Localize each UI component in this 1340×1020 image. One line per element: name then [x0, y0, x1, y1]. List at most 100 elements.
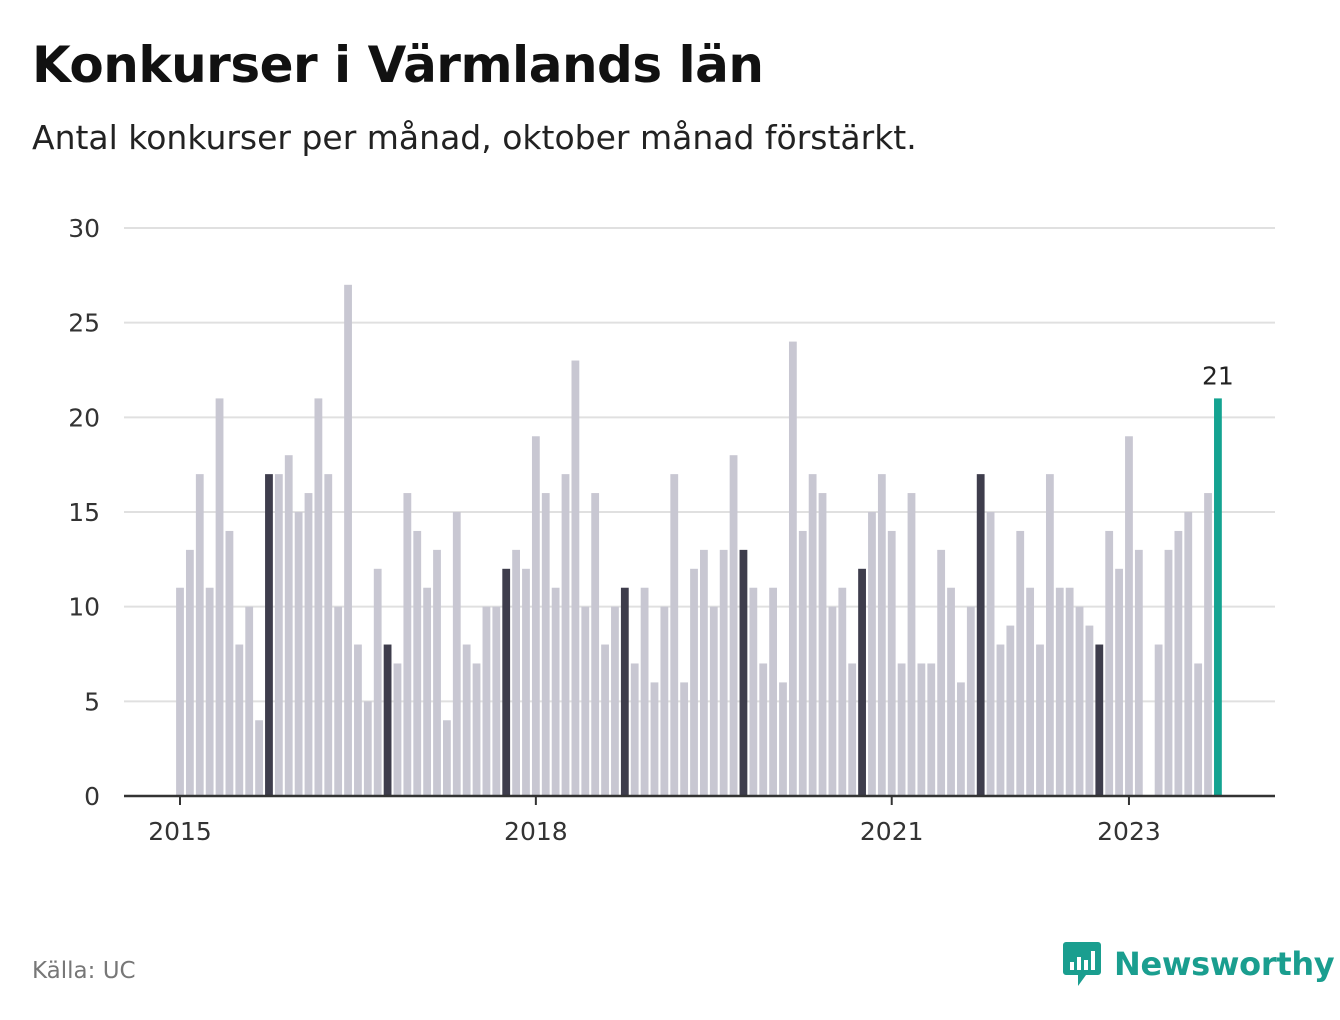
- bar: [541, 493, 550, 796]
- y-tick-label: 5: [84, 687, 100, 716]
- bar: [462, 644, 471, 796]
- newsworthy-logo-icon: [1063, 942, 1101, 986]
- bar: [1075, 606, 1084, 796]
- bar: [601, 644, 609, 796]
- bar: [877, 474, 886, 796]
- bar-october: [265, 474, 273, 796]
- bar: [719, 549, 728, 796]
- bar: [917, 663, 926, 796]
- y-tick-label: 15: [68, 498, 100, 527]
- bar: [403, 493, 412, 796]
- bar: [650, 682, 659, 796]
- bar: [482, 606, 491, 796]
- bar: [1134, 549, 1143, 796]
- bar: [363, 701, 372, 796]
- y-tick-label: 0: [84, 782, 100, 811]
- bar: [561, 474, 570, 796]
- bar: [581, 606, 590, 796]
- bar-october: [620, 587, 629, 796]
- bar: [1184, 512, 1193, 796]
- bar: [393, 663, 402, 796]
- brand-logo: Newsworthy: [1062, 940, 1335, 988]
- bar: [838, 587, 847, 796]
- chart-subtitle: Antal konkurser per månad, oktober månad…: [32, 118, 917, 157]
- bar-october: [1095, 644, 1104, 796]
- x-tick-label: 2023: [1097, 817, 1161, 846]
- axes: 0 5 10 15 20 25 30 21 2015 2018 2021 2023: [68, 214, 1275, 846]
- bar: [215, 398, 224, 796]
- bar: [1045, 474, 1054, 796]
- bar: [611, 606, 619, 796]
- latest-value-label: 21: [1202, 361, 1234, 390]
- bar: [423, 587, 432, 796]
- bar-october: [502, 568, 511, 796]
- y-tick-label: 20: [68, 403, 100, 432]
- bar: [354, 644, 362, 796]
- bar: [640, 587, 649, 796]
- bar: [512, 549, 520, 796]
- bar-october: [976, 474, 985, 796]
- bar: [235, 644, 244, 796]
- bar: [1036, 644, 1044, 796]
- bar: [442, 720, 451, 796]
- bar-october: [858, 568, 866, 796]
- brand-name: Newsworthy: [1114, 945, 1335, 983]
- bar-latest: [1214, 398, 1222, 796]
- bar: [255, 720, 263, 796]
- bar: [680, 682, 689, 796]
- bar: [966, 606, 975, 796]
- bar: [274, 474, 283, 796]
- bar: [1194, 663, 1203, 796]
- bar: [660, 606, 669, 796]
- bar: [818, 493, 827, 796]
- bar: [1016, 530, 1025, 796]
- bar: [176, 587, 184, 796]
- bar: [700, 549, 708, 796]
- bar: [1026, 587, 1035, 796]
- bar: [245, 606, 254, 796]
- bar: [927, 663, 936, 796]
- bar: [413, 530, 422, 796]
- bar: [630, 663, 639, 796]
- bar-october: [383, 644, 392, 796]
- bar: [1125, 436, 1133, 796]
- bar: [571, 360, 580, 796]
- bar: [185, 549, 194, 796]
- source-note: Källa: UC: [32, 958, 136, 984]
- bar: [1006, 625, 1015, 796]
- bar: [759, 663, 768, 796]
- bar: [205, 587, 214, 796]
- y-tick-label: 10: [68, 593, 100, 622]
- bar: [314, 398, 323, 796]
- bar: [798, 530, 807, 796]
- bar: [522, 568, 530, 796]
- bar: [749, 587, 758, 796]
- bar: [996, 644, 1005, 796]
- bar: [1105, 530, 1114, 796]
- bar: [324, 474, 333, 796]
- bar: [531, 436, 540, 796]
- bar: [690, 568, 698, 796]
- x-tick-label: 2015: [148, 817, 212, 846]
- y-tick-label: 30: [68, 214, 100, 243]
- bar: [828, 606, 837, 796]
- bar-october: [739, 549, 748, 796]
- bar: [808, 474, 817, 796]
- bar: [294, 512, 303, 796]
- bar: [709, 606, 718, 796]
- bar: [1204, 493, 1212, 796]
- bar: [334, 606, 343, 796]
- bar: [986, 512, 995, 796]
- bar: [1164, 549, 1173, 796]
- bar: [947, 587, 955, 796]
- bar: [769, 587, 777, 796]
- bar: [591, 493, 600, 796]
- chart-title: Konkurser i Värmlands län: [32, 36, 764, 94]
- bar: [729, 455, 738, 796]
- bar: [304, 493, 313, 796]
- x-tick-label: 2021: [860, 817, 924, 846]
- bar: [788, 341, 797, 796]
- bar: [1065, 587, 1074, 796]
- bar: [433, 549, 441, 796]
- bar: [284, 455, 293, 796]
